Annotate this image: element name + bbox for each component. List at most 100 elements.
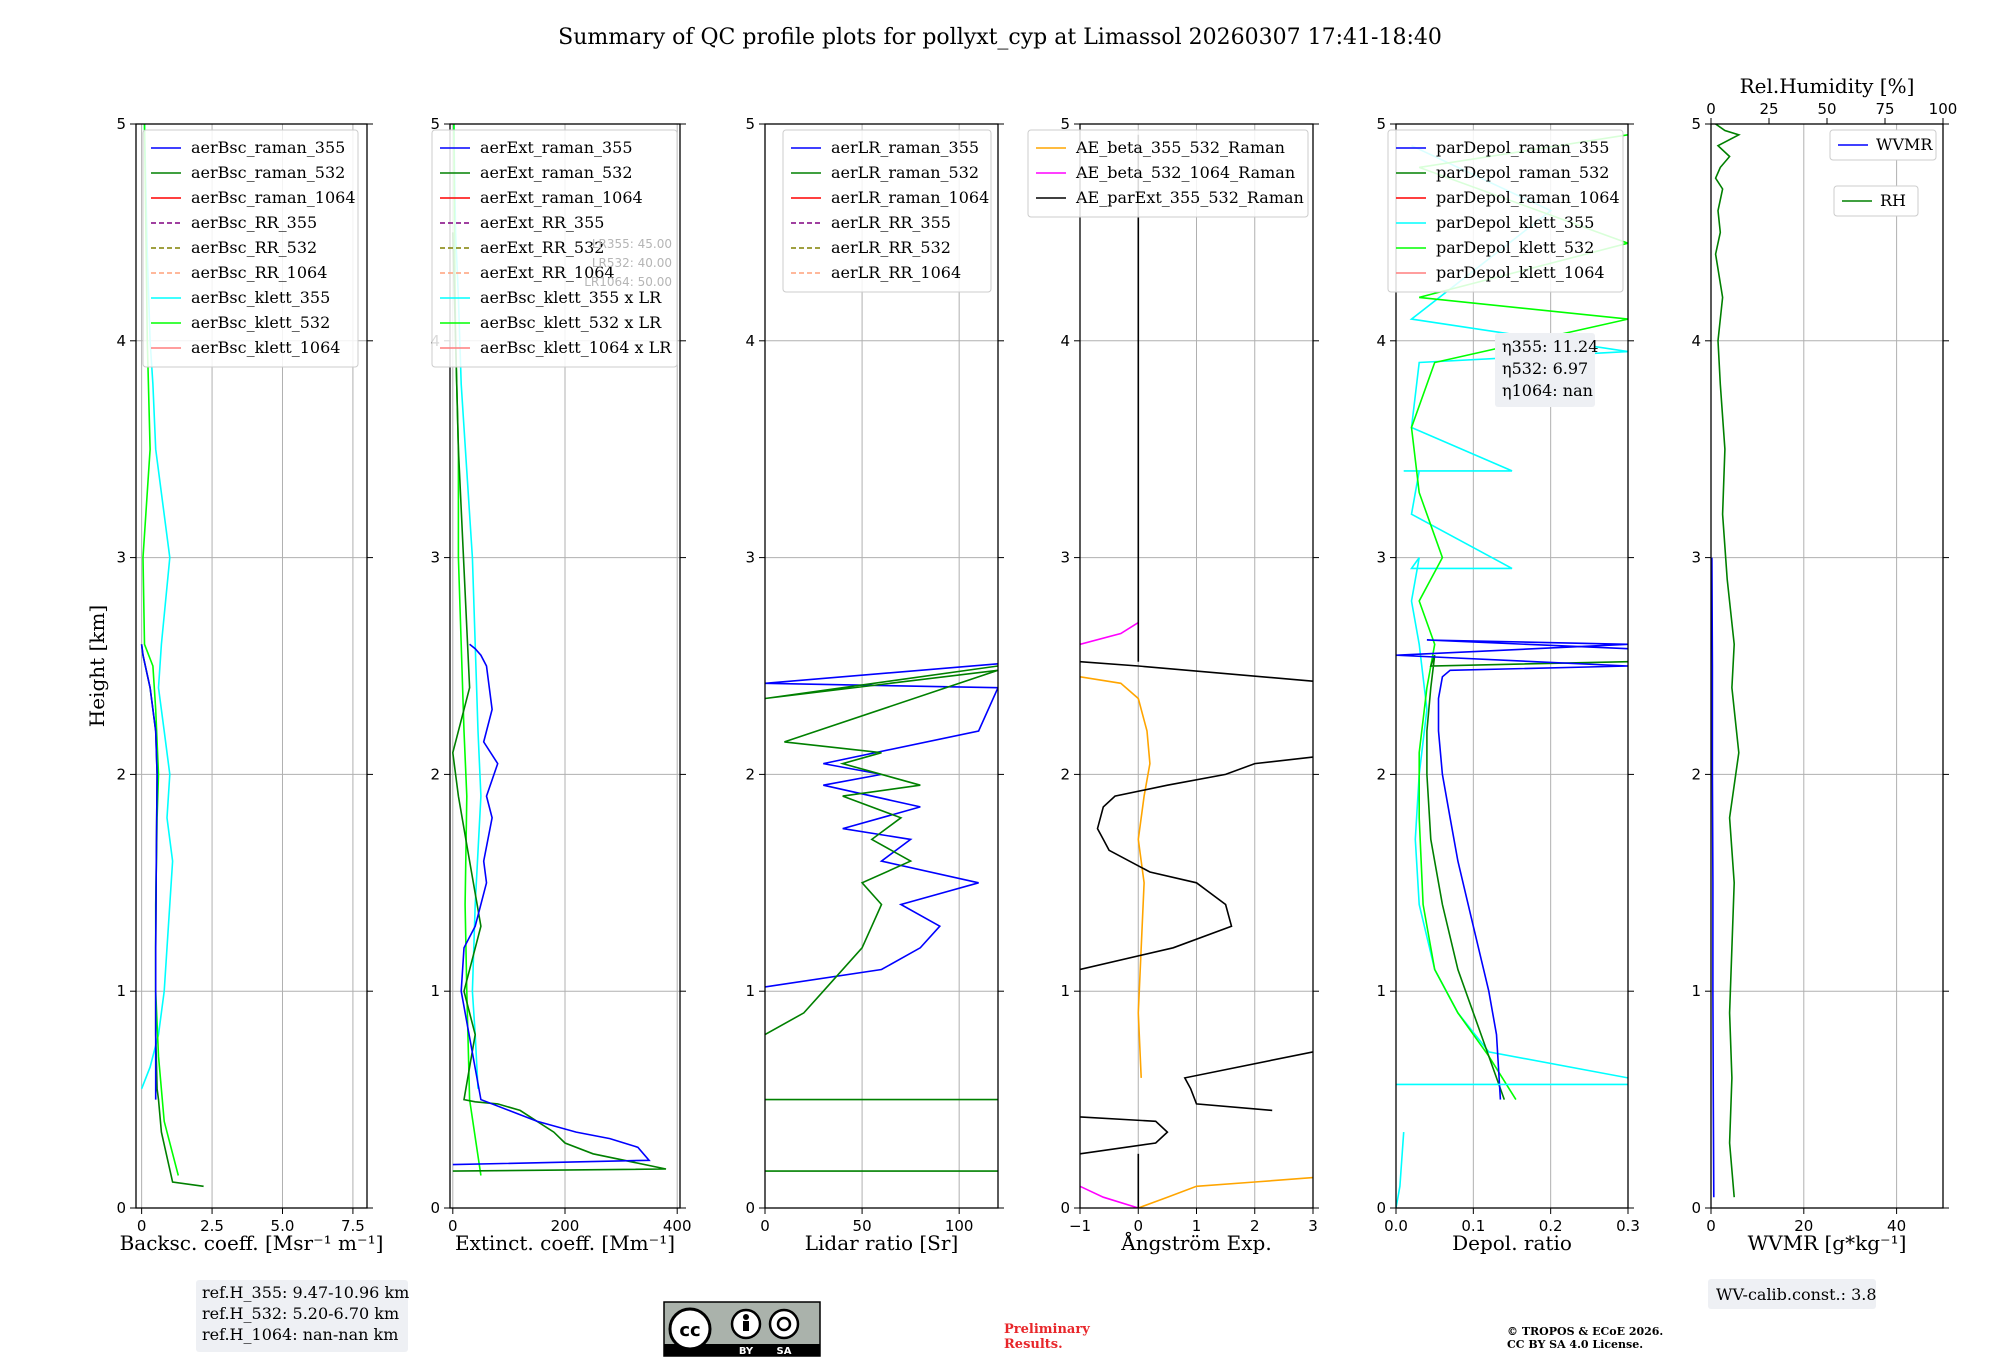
legend-label: aerBsc_RR_355 [191,213,317,232]
wv-calib-box [1708,1279,1876,1309]
series-line-parDepol_raman_355 [1396,639,1628,1100]
x-tick-label: 0 [137,1217,147,1235]
legend-label: AE_parExt_355_532_Raman [1075,188,1304,207]
plot-frame [1395,123,1629,1209]
legend-label: aerExt_raman_1064 [480,188,643,207]
y-tick-label: 3 [1691,549,1701,567]
legend-label: parDepol_raman_532 [1436,163,1609,182]
x-tick-label: 0.2 [1539,1217,1563,1235]
y-tick-label: 5 [745,115,755,133]
y-tick-label: 1 [116,982,126,1000]
license-badge: cc BY SA [663,1301,821,1357]
y-tick-label: 5 [430,115,440,133]
eta-box [1495,333,1595,407]
series-line-aerBsc_klett_532 [142,124,180,1176]
y-tick-label: 0 [116,1199,126,1217]
series-line-parDepol_klett_355_low [1396,1132,1405,1208]
y-tick-label: 4 [116,332,126,350]
y-tick-label: 0 [1376,1199,1386,1217]
x-tick-label: 2.5 [200,1217,224,1235]
series-line-aerLR_raman_532 [765,665,998,1036]
legend-label: aerBsc_raman_1064 [191,188,356,207]
x-tick-label: 0.3 [1616,1217,1640,1235]
y-axis-label: Height [km] [85,605,109,727]
series-line-AE_parExt_355_532_Raman [1080,1116,1169,1155]
ref-height-text: ref.H_1064: nan-nan km [202,1325,398,1344]
x-tick-label: 2 [1250,1217,1260,1235]
legend-label: aerLR_RR_1064 [831,263,961,282]
top-x-tick-label: 100 [1929,100,1958,118]
ref-height-text: ref.H_355: 9.47-10.96 km [202,1283,409,1302]
legend-label: RH [1880,191,1906,210]
series-group [140,124,204,1188]
lr-note: LR532: 40.00 [592,256,672,270]
y-tick-label: 0 [1060,1199,1070,1217]
x-tick-label: 200 [551,1217,580,1235]
panel-lr: 0 50 100 0 1 2 3 4 5 Lidar ratio [Sr] aerLR_raman_… [745,115,1004,1255]
y-tick-label: 2 [116,765,126,783]
series-line-AE_parExt_355_532_Raman_d [1080,660,1313,682]
x-axis-label: Extinct. coeff. [Mm⁻¹] [455,1231,675,1255]
x-tick-label: 400 [663,1217,692,1235]
y-tick-label: 0 [1691,1199,1701,1217]
legend-box [1387,129,1624,293]
plot-frame [1710,123,1944,1209]
figure-title: Summary of QC profile plots for pollyxt_… [558,25,1442,50]
sa-icon [768,1308,800,1340]
panel-depol: 0.0 0.1 0.2 0.3 0 1 2 3 4 5 Depol. ratio parDepol_r… [1376,115,1639,1255]
panel-ext: 0200400012345Extinct. coeff. [Mm⁻¹]aerEx… [430,115,691,1255]
legend-label: aerBsc_RR_1064 [191,263,327,282]
legend-label: aerBsc_klett_532 [191,313,330,332]
preliminary-label-1: Preliminary [1004,1322,1090,1337]
legend-box [1833,185,1919,217]
legend-label: aerExt_RR_1064 [480,263,615,282]
series-line-AE_beta_355_532_Raman [1138,1176,1313,1208]
x-axis-label: Depol. ratio [1452,1231,1572,1255]
x-tick-label: −1 [1069,1217,1091,1235]
x-tick-label: 0 [448,1217,458,1235]
legend-label: parDepol_raman_1064 [1436,188,1620,207]
legend-box [1027,129,1309,218]
x-tick-label: 0 [760,1217,770,1235]
series-line-aerBsc_raman_355 [140,644,158,1100]
legend-label: aerLR_raman_355 [831,138,979,157]
y-tick-label: 4 [745,332,755,350]
x-tick-label: 50 [853,1217,872,1235]
x-tick-label: 0.1 [1461,1217,1485,1235]
series-group [1711,124,1741,1198]
lr-note: LR1064: 50.00 [584,275,672,289]
x-tick-label: 3 [1308,1217,1318,1235]
x-tick-label: 0 [1706,1217,1716,1235]
legend-label: aerExt_RR_532 [480,238,604,257]
top-x-tick-label: 25 [1759,100,1778,118]
y-tick-label: 2 [745,765,755,783]
top-x-tick-label: 0 [1706,100,1716,118]
legend-box [431,129,678,368]
legend-label: parDepol_klett_355 [1436,213,1594,232]
legend-label: aerBsc_raman_355 [191,138,345,157]
y-tick-label: 3 [116,549,126,567]
y-tick-label: 5 [1060,115,1070,133]
plot-frame [135,123,368,1209]
preliminary-label-2: Results. [1004,1337,1063,1352]
x-tick-label: 0 [1133,1217,1143,1235]
series-line-AE_beta_532_1064_Raman_b [1080,621,1139,646]
y-tick-label: 2 [1691,765,1701,783]
legend-label: aerBsc_klett_532 x LR [480,313,662,332]
y-tick-label: 2 [1060,765,1070,783]
legend-box [1829,129,1937,161]
series-line-AE_parExt_355_532_Raman_c [1080,756,1313,971]
y-tick-label: 2 [430,765,440,783]
series-line-aerExt_raman_355 [452,643,651,1166]
license-sa-label: SA [777,1346,792,1357]
wv-calib-text: WV-calib.const.: 3.8 [1716,1285,1877,1304]
y-tick-label: 0 [745,1199,755,1217]
series-line-AE_beta_532_1064_Raman [1080,1185,1139,1208]
series-group [1396,134,1628,1208]
lr-note: LR355: 45.00 [592,237,672,251]
y-tick-label: 4 [1060,332,1070,350]
x-axis-label: Lidar ratio [Sr] [805,1231,959,1255]
legend-label: aerBsc_RR_532 [191,238,317,257]
series-line-AE_beta_355_532_Raman_b [1080,676,1151,1078]
legend-label: aerLR_raman_532 [831,163,979,182]
